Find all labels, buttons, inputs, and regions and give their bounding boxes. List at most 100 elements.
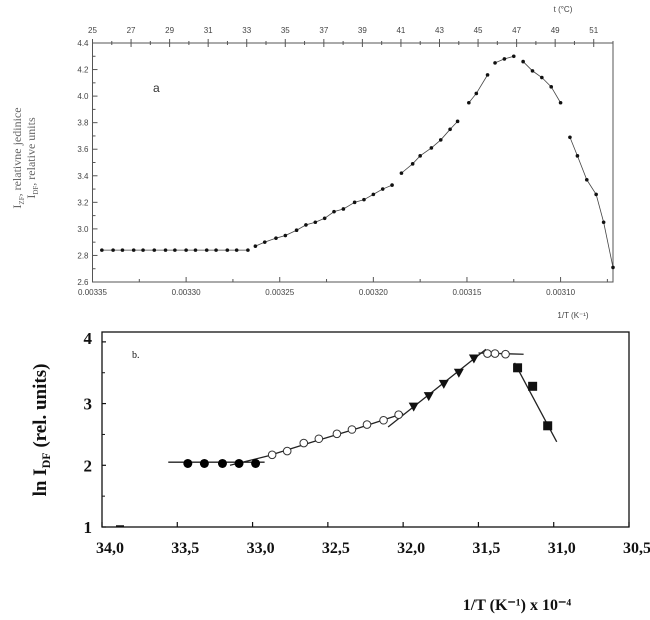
data-point [558,100,563,105]
open-circle-point [332,429,342,439]
data-point [152,248,157,252]
top-x-tick-label: 25 [88,26,97,35]
data-point [294,228,299,233]
data-point [274,236,278,240]
data-point [601,220,606,225]
top-x-tick-label: 33 [242,26,251,35]
x-tick-label: 0.00325 [265,288,294,297]
open-circle-point [347,425,357,434]
data-point [511,54,516,59]
filled-circle-point [199,458,209,468]
panel-label: a [153,81,160,95]
panel-label: b. [132,350,140,361]
triangle-point [453,368,464,378]
data-point [283,233,288,238]
data-point [594,192,598,197]
data-point [253,244,258,248]
data-point [575,154,580,158]
data-point [390,183,394,187]
top-x-tick-label: 37 [319,26,328,35]
data-point [611,265,615,270]
y-tick-label: 4.4 [77,39,89,48]
open-circle-point [267,450,277,460]
top-x-tick-label: 39 [358,26,367,35]
data-point [341,207,346,211]
data-point [262,240,267,244]
y-tick-label: 3 [84,395,93,414]
top-x-tick-label: 35 [281,26,290,35]
chart-a: 2.6 2.8 3.0 3.2 3.4 3.6 3.8 4.0 4.2 4.4 0.00335 0.0… [10,5,615,320]
data-point [584,177,589,182]
data-point [120,248,125,252]
fit-line [569,137,614,268]
x-tick-label: 34,0 [96,540,124,557]
y-tick-label: 2 [84,456,93,475]
top-x-tick-label: 47 [512,26,521,35]
open-circle-point [299,438,309,448]
data-point [141,248,145,252]
top-x-tick-label: 27 [127,26,136,35]
data-point [313,220,318,225]
data-point [193,248,198,252]
y-tick-label: 3.4 [77,172,89,181]
filled-circle-point [217,458,227,468]
x-tick-label: 0.00335 [78,288,107,297]
chart-b: 1 2 3 4 34,0 33,5 33,0 32,5 32,0 31,5 31,0 30,5 b. ln… [30,329,650,614]
data-point [332,209,336,214]
data-point [225,248,230,252]
data-point [418,154,422,158]
data-point [184,248,188,252]
x-tick-label: 32,5 [322,540,350,557]
data-point [438,138,443,142]
open-circle-point [362,420,372,429]
open-circle-point [314,434,324,444]
data-point [568,135,572,140]
data-point [467,100,471,105]
y-tick-label: 3.2 [77,198,89,207]
open-circle-point [282,446,292,456]
top-x-tick-label: 31 [204,26,213,35]
data-point [530,69,535,73]
top-x-tick-label: 49 [551,26,560,35]
x-tick-label: 31,0 [548,540,576,557]
fit-line [522,61,561,103]
x-tick-label: 0.00320 [359,288,388,297]
fit-line [468,74,488,104]
x-tick-label: 0.00310 [546,288,575,297]
data-point [502,57,507,61]
data-point [173,248,177,252]
x-axis-label: 1/T (K⁻¹) x 10⁻⁴ [463,597,572,614]
data-point [163,248,168,252]
data-point [100,248,104,252]
y-tick-label: 4 [84,329,93,348]
data-point [399,171,404,175]
y-tick-label: 3.8 [77,119,89,128]
open-circle-point [483,349,492,358]
data-point [549,85,554,89]
data-point [204,248,209,252]
data-point [214,248,218,252]
x-tick-label: 33,0 [247,540,275,557]
data-point [448,127,452,132]
top-x-tick-label: 45 [474,26,483,35]
data-point [371,192,376,197]
data-point [429,146,434,150]
y-tick-label: 3.0 [77,225,89,234]
data-point [352,200,357,205]
data-point [234,248,239,252]
data-point [485,73,490,77]
data-point [304,223,308,227]
top-x-tick-label: 41 [396,26,405,35]
square-point [513,363,523,373]
y-tick-label: 1 [84,518,93,537]
open-circle-point [490,349,500,358]
data-point [455,119,460,124]
square-point [528,381,538,391]
y-tick-label: 2.8 [77,251,89,260]
data-point [362,197,366,202]
data-point [521,59,525,64]
x-tick-label: 32,0 [397,540,425,557]
data-point [540,75,544,80]
